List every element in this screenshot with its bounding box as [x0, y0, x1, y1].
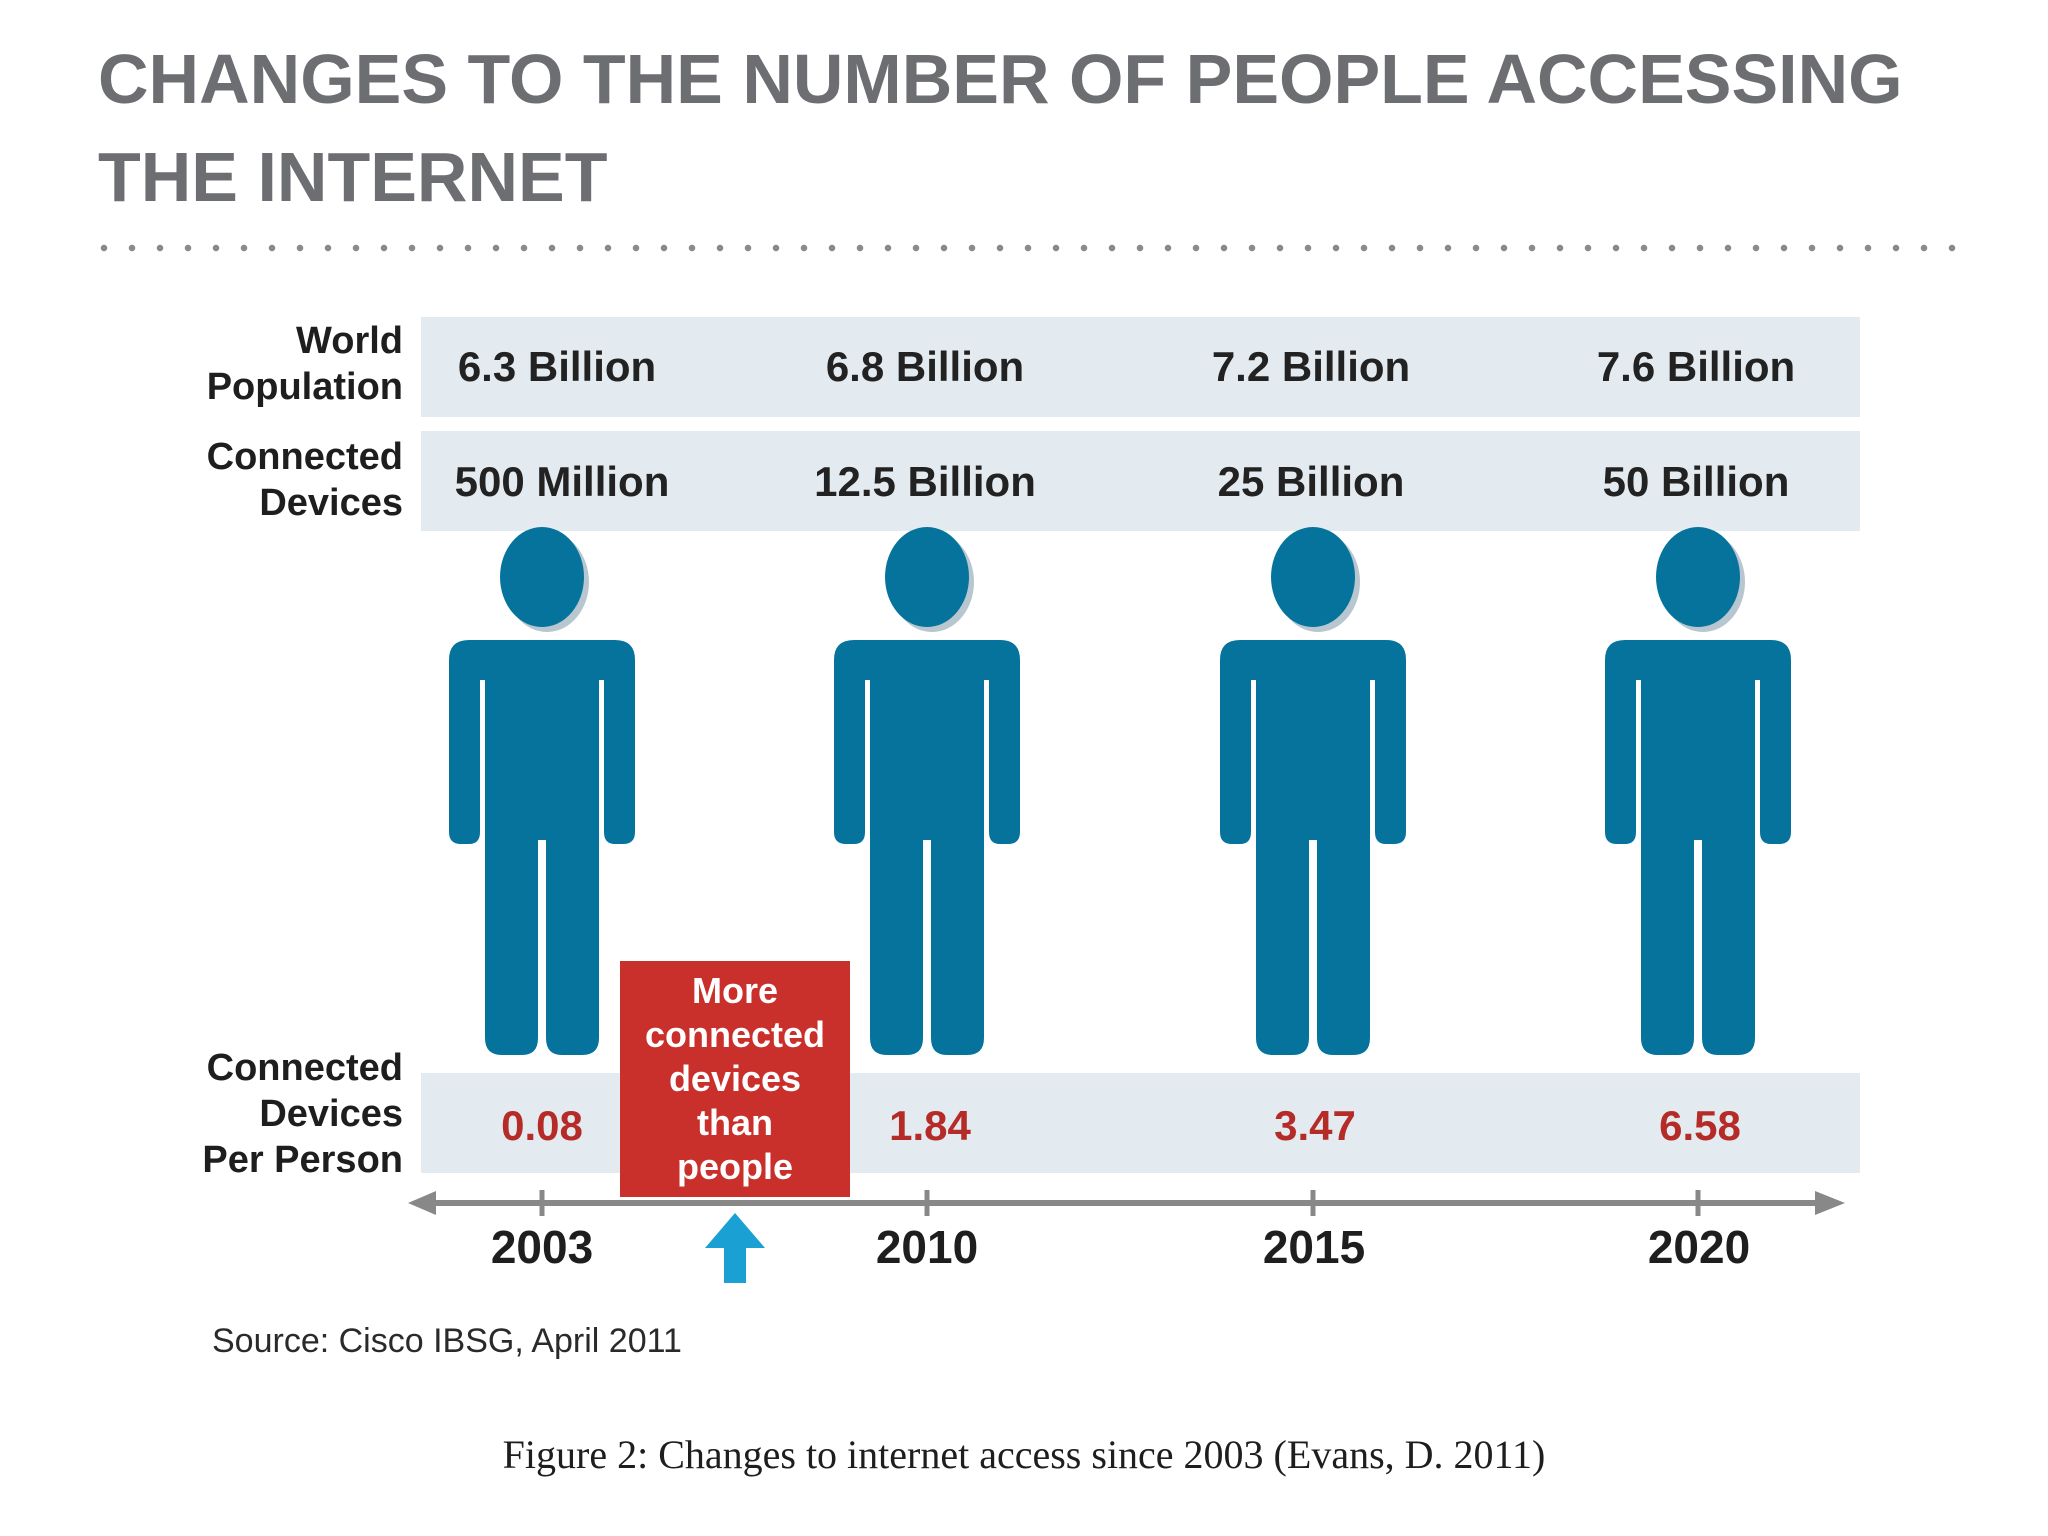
- year-label-2015: 2015: [1262, 1221, 1366, 1273]
- year-label-2020: 2020: [1647, 1221, 1751, 1273]
- row-label-line: Connected: [206, 436, 403, 478]
- person-figure-2010: [834, 527, 1020, 1055]
- figure-caption: Figure 2: Changes to internet access sin…: [502, 1432, 1546, 1477]
- up-arrow-icon: [705, 1213, 765, 1283]
- person-figure-2003: [449, 527, 635, 1055]
- row-label-line: Devices: [259, 1093, 403, 1135]
- cell-population-2020: 7.6 Billion: [1596, 343, 1796, 390]
- callout-line: than: [696, 1102, 773, 1143]
- title-divider: [90, 244, 1970, 252]
- cell-per-person-2003: 0.08: [501, 1102, 583, 1149]
- band-world-population: [421, 317, 1860, 417]
- row-label-devices-per-person: Connected Devices Per Person: [143, 1045, 403, 1183]
- row-label-line: World: [296, 320, 403, 362]
- row-label-line: Devices: [259, 482, 403, 524]
- timeline-arrow-left: [408, 1191, 436, 1215]
- row-label-line: Connected: [206, 1047, 403, 1089]
- cell-per-person-2010: 1.84: [889, 1102, 971, 1149]
- timeline-arrow-right: [1815, 1191, 1845, 1215]
- band-connected-devices: [421, 431, 1860, 531]
- row-label-connected-devices: Connected Devices: [143, 434, 403, 526]
- row-label-line: Population: [206, 366, 403, 408]
- cell-devices-2015: 25 Billion: [1217, 458, 1405, 505]
- cell-per-person-2020: 6.58: [1659, 1102, 1741, 1149]
- cell-per-person-2015: 3.47: [1274, 1102, 1356, 1149]
- page-title: CHANGES TO THE NUMBER OF PEOPLE ACCESSIN…: [98, 40, 1903, 216]
- cell-devices-2020: 50 Billion: [1602, 458, 1790, 505]
- cell-population-2010: 6.8 Billion: [825, 343, 1025, 390]
- cell-population-2015: 7.2 Billion: [1211, 343, 1411, 390]
- row-label-line: Per Person: [202, 1139, 403, 1181]
- row-label-world-population: World Population: [143, 318, 403, 410]
- cell-devices-2003: 500 Million: [454, 458, 670, 505]
- callout-line: connected: [644, 1014, 826, 1055]
- callout-line: devices: [668, 1058, 802, 1099]
- callout-line: More: [691, 970, 778, 1011]
- callout-line: people: [676, 1146, 793, 1187]
- cell-population-2003: 6.3 Billion: [457, 343, 657, 390]
- person-figure-2015: [1220, 527, 1406, 1055]
- cell-devices-2010: 12.5 Billion: [814, 458, 1036, 505]
- year-label-2003: 2003: [490, 1221, 594, 1273]
- person-figure-2020: [1605, 527, 1791, 1055]
- callout-more-devices-than-people: More connected devices than people: [620, 961, 850, 1197]
- year-label-2010: 2010: [875, 1221, 979, 1273]
- source-note: Source: Cisco IBSG, April 2011: [212, 1322, 682, 1360]
